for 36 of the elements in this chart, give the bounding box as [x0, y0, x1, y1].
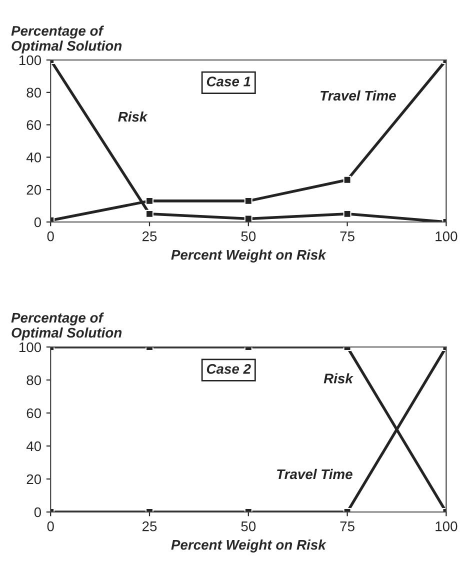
x-tick-label: 25	[142, 231, 157, 242]
y-tick-label: 100	[19, 342, 42, 352]
x-tick-label: 75	[340, 522, 354, 532]
annotation: Case 2	[206, 364, 251, 374]
x-tick-label: 100	[436, 231, 458, 242]
y-axis-title: Percentage of Optimal Solution	[11, 26, 122, 54]
annotation: Case 1	[206, 76, 250, 86]
x-axis-title: Percent Weight on Risk	[171, 540, 326, 552]
x-tick-label: 100	[436, 521, 458, 532]
x-tick-label: 25	[142, 521, 157, 532]
y-tick-label: 60	[26, 120, 42, 130]
y-axis-title: Percentage of Optimal Solution	[11, 312, 122, 340]
y-tick-label: 40	[26, 152, 42, 162]
x-tick-label: 50	[241, 231, 256, 242]
y-tick-label: 60	[26, 408, 42, 418]
y-tick-label: 100	[19, 55, 42, 66]
x-tick-label: 0	[47, 231, 54, 242]
series-label: Risk	[324, 373, 354, 384]
y-tick-label: 80	[26, 375, 42, 386]
y-tick-label: 20	[26, 474, 42, 484]
x-tick-label: 0	[47, 521, 54, 532]
series-label: Travel Time	[320, 90, 396, 101]
y-tick-label: 80	[26, 88, 42, 98]
x-axis-title: Percent Weight on Risk	[171, 250, 326, 262]
x-tick-label: 75	[340, 232, 354, 242]
series-label: Travel Time	[277, 468, 352, 480]
y-tick-label: 0	[34, 507, 42, 518]
x-tick-label: 50	[241, 521, 256, 532]
y-tick-label: 40	[26, 441, 42, 452]
point	[343, 176, 352, 184]
line-series	[50, 60, 446, 222]
point	[244, 214, 252, 222]
series-label: Risk	[118, 111, 148, 122]
y-tick-label: 0	[34, 217, 42, 228]
y-tick-label: 20	[26, 184, 42, 195]
point	[146, 210, 154, 218]
